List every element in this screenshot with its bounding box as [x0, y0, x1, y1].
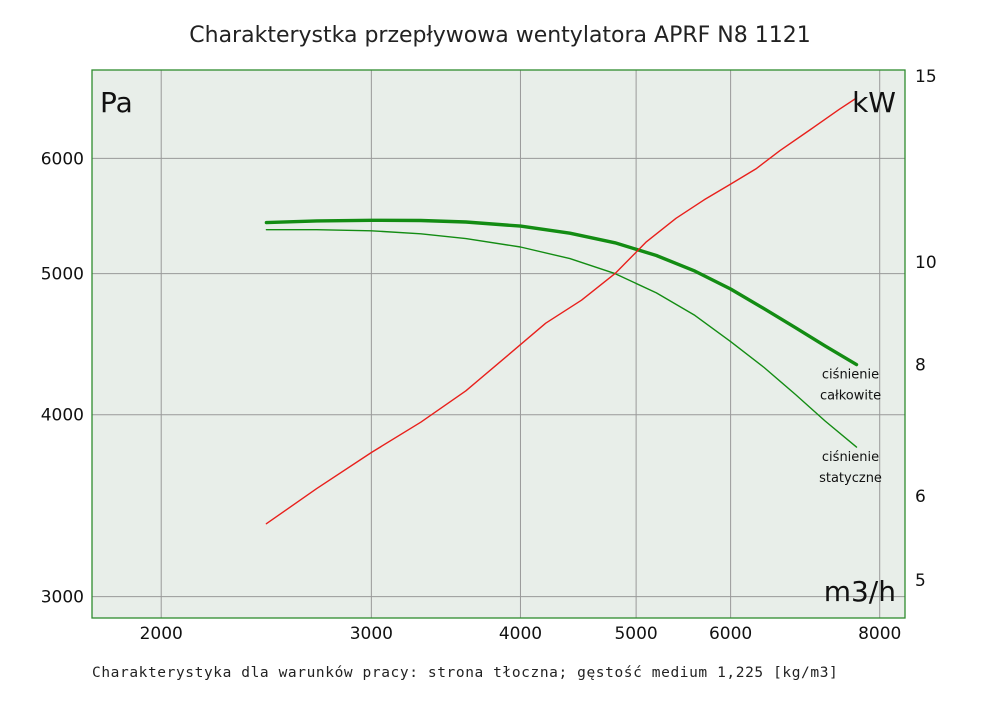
- series-label-ciśnienie-całkowite-line-1: ciśnienie: [822, 368, 879, 383]
- x-tick-labels: 2000 3000 4000 5000 6000 8000: [140, 624, 902, 644]
- y2-tick-labels: 5 6 8 10 15: [915, 67, 937, 591]
- y-tick-labels: 3000 4000 5000 6000: [41, 149, 84, 607]
- x-tick-label-6000: 6000: [709, 624, 752, 644]
- y-tick-label-4000: 4000: [41, 406, 84, 426]
- y-axis-unit-label: Pa: [100, 86, 133, 119]
- y2-tick-label-8: 8: [915, 355, 926, 375]
- series-line-ciśnienie-całkowite: [264, 218, 859, 367]
- y2-tick-label-15: 15: [915, 67, 937, 87]
- plot-area: [92, 70, 905, 618]
- series-label-ciśnienie-statyczne-line-1: ciśnienie: [822, 450, 879, 465]
- y-tick-label-3000: 3000: [41, 588, 84, 608]
- series-label-ciśnienie-całkowite-line-2: całkowite: [820, 389, 881, 404]
- series-line-moc: [265, 97, 858, 525]
- x-tick-label-5000: 5000: [614, 624, 657, 644]
- series-labels: ciśnienie całkowite ciśnienie statyczne: [819, 368, 882, 487]
- y2-axis-unit-label: kW: [852, 86, 896, 119]
- x-tick-label-3000: 3000: [350, 624, 393, 644]
- y2-tick-label-10: 10: [915, 253, 937, 273]
- x-tick-label-4000: 4000: [499, 624, 542, 644]
- y-tick-label-5000: 5000: [41, 265, 84, 285]
- series-label-ciśnienie-statyczne-line-2: statyczne: [819, 471, 882, 486]
- y2-tick-label-5: 5: [915, 571, 926, 591]
- chart-title: Charakterystka przepływowa wentylatora A…: [189, 23, 810, 48]
- chart-subtitle: Charakterystyka dla warunków pracy: stro…: [92, 665, 838, 681]
- series-layer: [264, 97, 859, 525]
- y-tick-label-6000: 6000: [41, 149, 84, 169]
- x-tick-label-2000: 2000: [140, 624, 183, 644]
- x-axis-unit-label: m3/h: [824, 575, 896, 608]
- y2-tick-label-6: 6: [915, 487, 926, 507]
- x-tick-label-8000: 8000: [858, 624, 901, 644]
- plot-frame: [91, 69, 906, 619]
